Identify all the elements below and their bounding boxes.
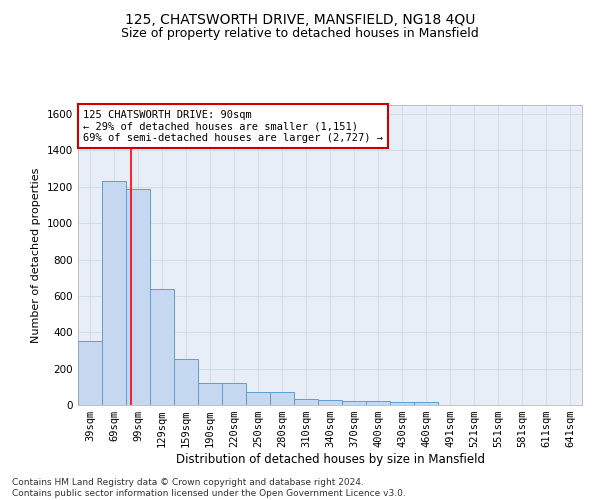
- Bar: [294, 398, 318, 405]
- Bar: [246, 392, 270, 405]
- Bar: [318, 400, 342, 405]
- Bar: [198, 383, 222, 405]
- Text: Size of property relative to detached houses in Mansfield: Size of property relative to detached ho…: [121, 28, 479, 40]
- Bar: [342, 402, 366, 405]
- Text: 125 CHATSWORTH DRIVE: 90sqm
← 29% of detached houses are smaller (1,151)
69% of : 125 CHATSWORTH DRIVE: 90sqm ← 29% of det…: [83, 110, 383, 142]
- Text: Contains HM Land Registry data © Crown copyright and database right 2024.
Contai: Contains HM Land Registry data © Crown c…: [12, 478, 406, 498]
- Bar: [174, 358, 198, 405]
- Bar: [102, 182, 126, 405]
- Text: 125, CHATSWORTH DRIVE, MANSFIELD, NG18 4QU: 125, CHATSWORTH DRIVE, MANSFIELD, NG18 4…: [125, 12, 475, 26]
- Bar: [78, 342, 102, 405]
- Y-axis label: Number of detached properties: Number of detached properties: [31, 168, 41, 342]
- Bar: [270, 392, 294, 405]
- X-axis label: Distribution of detached houses by size in Mansfield: Distribution of detached houses by size …: [176, 453, 485, 466]
- Bar: [414, 402, 438, 405]
- Bar: [366, 402, 390, 405]
- Bar: [126, 188, 150, 405]
- Bar: [222, 383, 246, 405]
- Bar: [390, 402, 414, 405]
- Bar: [150, 288, 174, 405]
